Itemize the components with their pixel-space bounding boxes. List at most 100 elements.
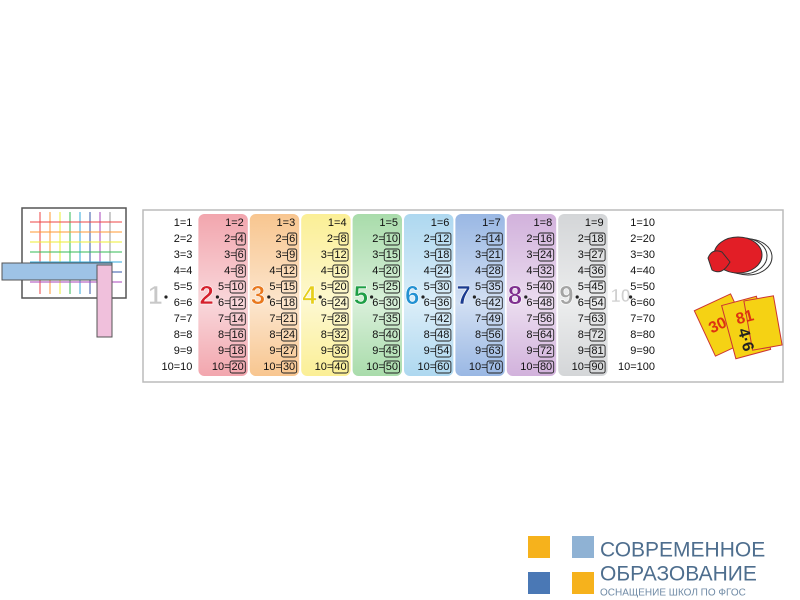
result: 20: [334, 281, 346, 293]
factor: 9=: [269, 345, 282, 357]
card-label: 4·6: [734, 327, 756, 354]
answer-box: [383, 328, 400, 342]
result: 28: [489, 265, 501, 277]
dot: [370, 295, 374, 299]
card-label: 30: [706, 314, 729, 337]
result: 7: [495, 217, 501, 229]
factor: 7=: [475, 313, 488, 325]
answer-box: [435, 360, 452, 374]
factor: 2=: [372, 233, 385, 245]
result: 4: [186, 265, 192, 277]
answer-box: [486, 328, 503, 342]
result: 24: [540, 249, 552, 261]
factor: 5=: [578, 281, 591, 293]
answer-box: [287, 232, 298, 246]
column-fade: [147, 214, 197, 376]
dot: [267, 295, 271, 299]
answer-box: [589, 280, 606, 294]
factor: 7=: [578, 313, 591, 325]
dot: [421, 295, 425, 299]
result: 30: [283, 361, 295, 373]
factor: 3=: [630, 249, 643, 261]
result: 35: [489, 281, 501, 293]
factor: 1=: [174, 217, 187, 229]
result: 18: [232, 345, 244, 357]
answer-box: [332, 360, 349, 374]
answer-box: [332, 344, 349, 358]
result: 40: [540, 281, 552, 293]
answer-box: [332, 312, 349, 326]
result: 54: [437, 345, 449, 357]
result: 35: [386, 313, 398, 325]
big-digit: 8: [508, 280, 522, 310]
factor: 5=: [321, 281, 334, 293]
answer-box: [486, 264, 503, 278]
factor: 3=: [372, 249, 385, 261]
answer-box: [589, 328, 606, 342]
factor: 4=: [424, 265, 437, 277]
factor: 1=: [328, 217, 341, 229]
fan-illustration: [707, 236, 773, 276]
result: 28: [334, 313, 346, 325]
result: 54: [591, 297, 603, 309]
factor: 7=: [269, 313, 282, 325]
factor: 7=: [424, 313, 437, 325]
factor: 1=: [585, 217, 598, 229]
answer-box: [383, 232, 400, 246]
factor: 4=: [526, 265, 539, 277]
result: 10: [180, 361, 192, 373]
factor: 3=: [276, 249, 289, 261]
factor: 8=: [630, 329, 643, 341]
card-label: 81: [734, 307, 756, 328]
factor: 8=: [372, 329, 385, 341]
answer-box: [486, 232, 503, 246]
result: 30: [386, 297, 398, 309]
answer-box: [589, 248, 606, 262]
factor: 6=: [424, 297, 437, 309]
result: 30: [643, 249, 655, 261]
result: 21: [283, 313, 295, 325]
big-digit: 1: [148, 280, 162, 310]
result: 40: [643, 265, 655, 277]
factor: 3=: [174, 249, 187, 261]
result: 56: [540, 313, 552, 325]
result: 12: [232, 297, 244, 309]
answer-box: [383, 344, 400, 358]
big-digit: 7: [456, 280, 470, 310]
answer-box: [281, 312, 298, 326]
big-digit: 6: [405, 280, 419, 310]
factor: 6=: [526, 297, 539, 309]
answer-box: [486, 280, 503, 294]
factor: 2=: [578, 233, 591, 245]
dot: [215, 295, 219, 299]
dot: [524, 295, 528, 299]
result: 36: [437, 297, 449, 309]
dot: [164, 295, 168, 299]
dot: [318, 295, 322, 299]
answer-box: [589, 312, 606, 326]
factor: 10=: [212, 361, 231, 373]
factor: 2=: [327, 233, 340, 245]
factor: 9=: [174, 345, 187, 357]
factor: 7=: [372, 313, 385, 325]
result: 24: [437, 265, 449, 277]
factor: 8=: [526, 329, 539, 341]
factor: 7=: [218, 313, 231, 325]
result: 80: [643, 329, 655, 341]
factor: 2=: [630, 233, 643, 245]
result: 2: [186, 233, 192, 245]
grid-illustration: [1, 207, 127, 338]
factor: 5=: [424, 281, 437, 293]
answer-box: [281, 360, 298, 374]
answer-box: [383, 248, 400, 262]
factor: 5=: [269, 281, 282, 293]
factor: 6=: [578, 297, 591, 309]
result: 18: [591, 233, 603, 245]
factor: 7=: [526, 313, 539, 325]
result: 9: [186, 345, 192, 357]
result: 14: [232, 313, 244, 325]
factor: 5=: [372, 281, 385, 293]
answer-box: [229, 344, 246, 358]
factor: 2=: [475, 233, 488, 245]
